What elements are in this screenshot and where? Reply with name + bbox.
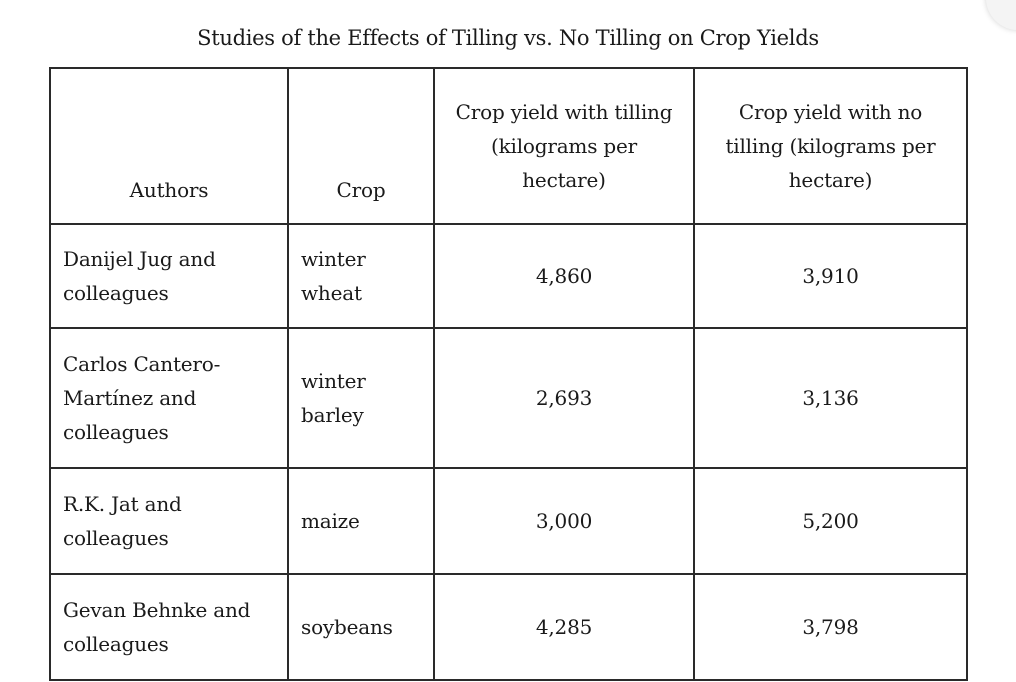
yield-tilling-cell: 4,860 [433,223,695,329]
crop-cell: winter barley [287,327,435,469]
column-header-crop: Crop [287,67,435,225]
authors-cell: Gevan Behnke and colleagues [49,573,289,681]
authors-cell: Danijel Jug and colleagues [49,223,289,329]
column-header-yield-tilling: Crop yield with tilling (kilograms per h… [433,67,695,225]
yield-tilling-cell: 4,285 [433,573,695,681]
crop-cell: soybeans [287,573,435,681]
yield-no-tilling-cell: 3,798 [693,573,968,681]
table-row: Danijel Jug and colleagues winter wheat … [49,223,968,329]
yield-no-tilling-cell: 5,200 [693,467,968,575]
table-row: Gevan Behnke and colleagues soybeans 4,2… [49,573,968,681]
column-header-yield-no-tilling: Crop yield with no tilling (kilograms pe… [693,67,968,225]
table-row: Carlos Cantero-Martínez and colleagues w… [49,327,968,469]
yield-no-tilling-cell: 3,136 [693,327,968,469]
crop-cell: maize [287,467,435,575]
yield-tilling-cell: 3,000 [433,467,695,575]
table-row: R.K. Jat and colleagues maize 3,000 5,20… [49,467,968,575]
table-title: Studies of the Effects of Tilling vs. No… [197,26,819,50]
crop-cell: winter wheat [287,223,435,329]
header-row: Authors Crop Crop yield with tilling (ki… [49,67,968,225]
yield-no-tilling-cell: 3,910 [693,223,968,329]
yield-tilling-cell: 2,693 [433,327,695,469]
studies-table: Authors Crop Crop yield with tilling (ki… [49,67,968,681]
authors-cell: Carlos Cantero-Martínez and colleagues [49,327,289,469]
column-header-authors: Authors [49,67,289,225]
authors-cell: R.K. Jat and colleagues [49,467,289,575]
